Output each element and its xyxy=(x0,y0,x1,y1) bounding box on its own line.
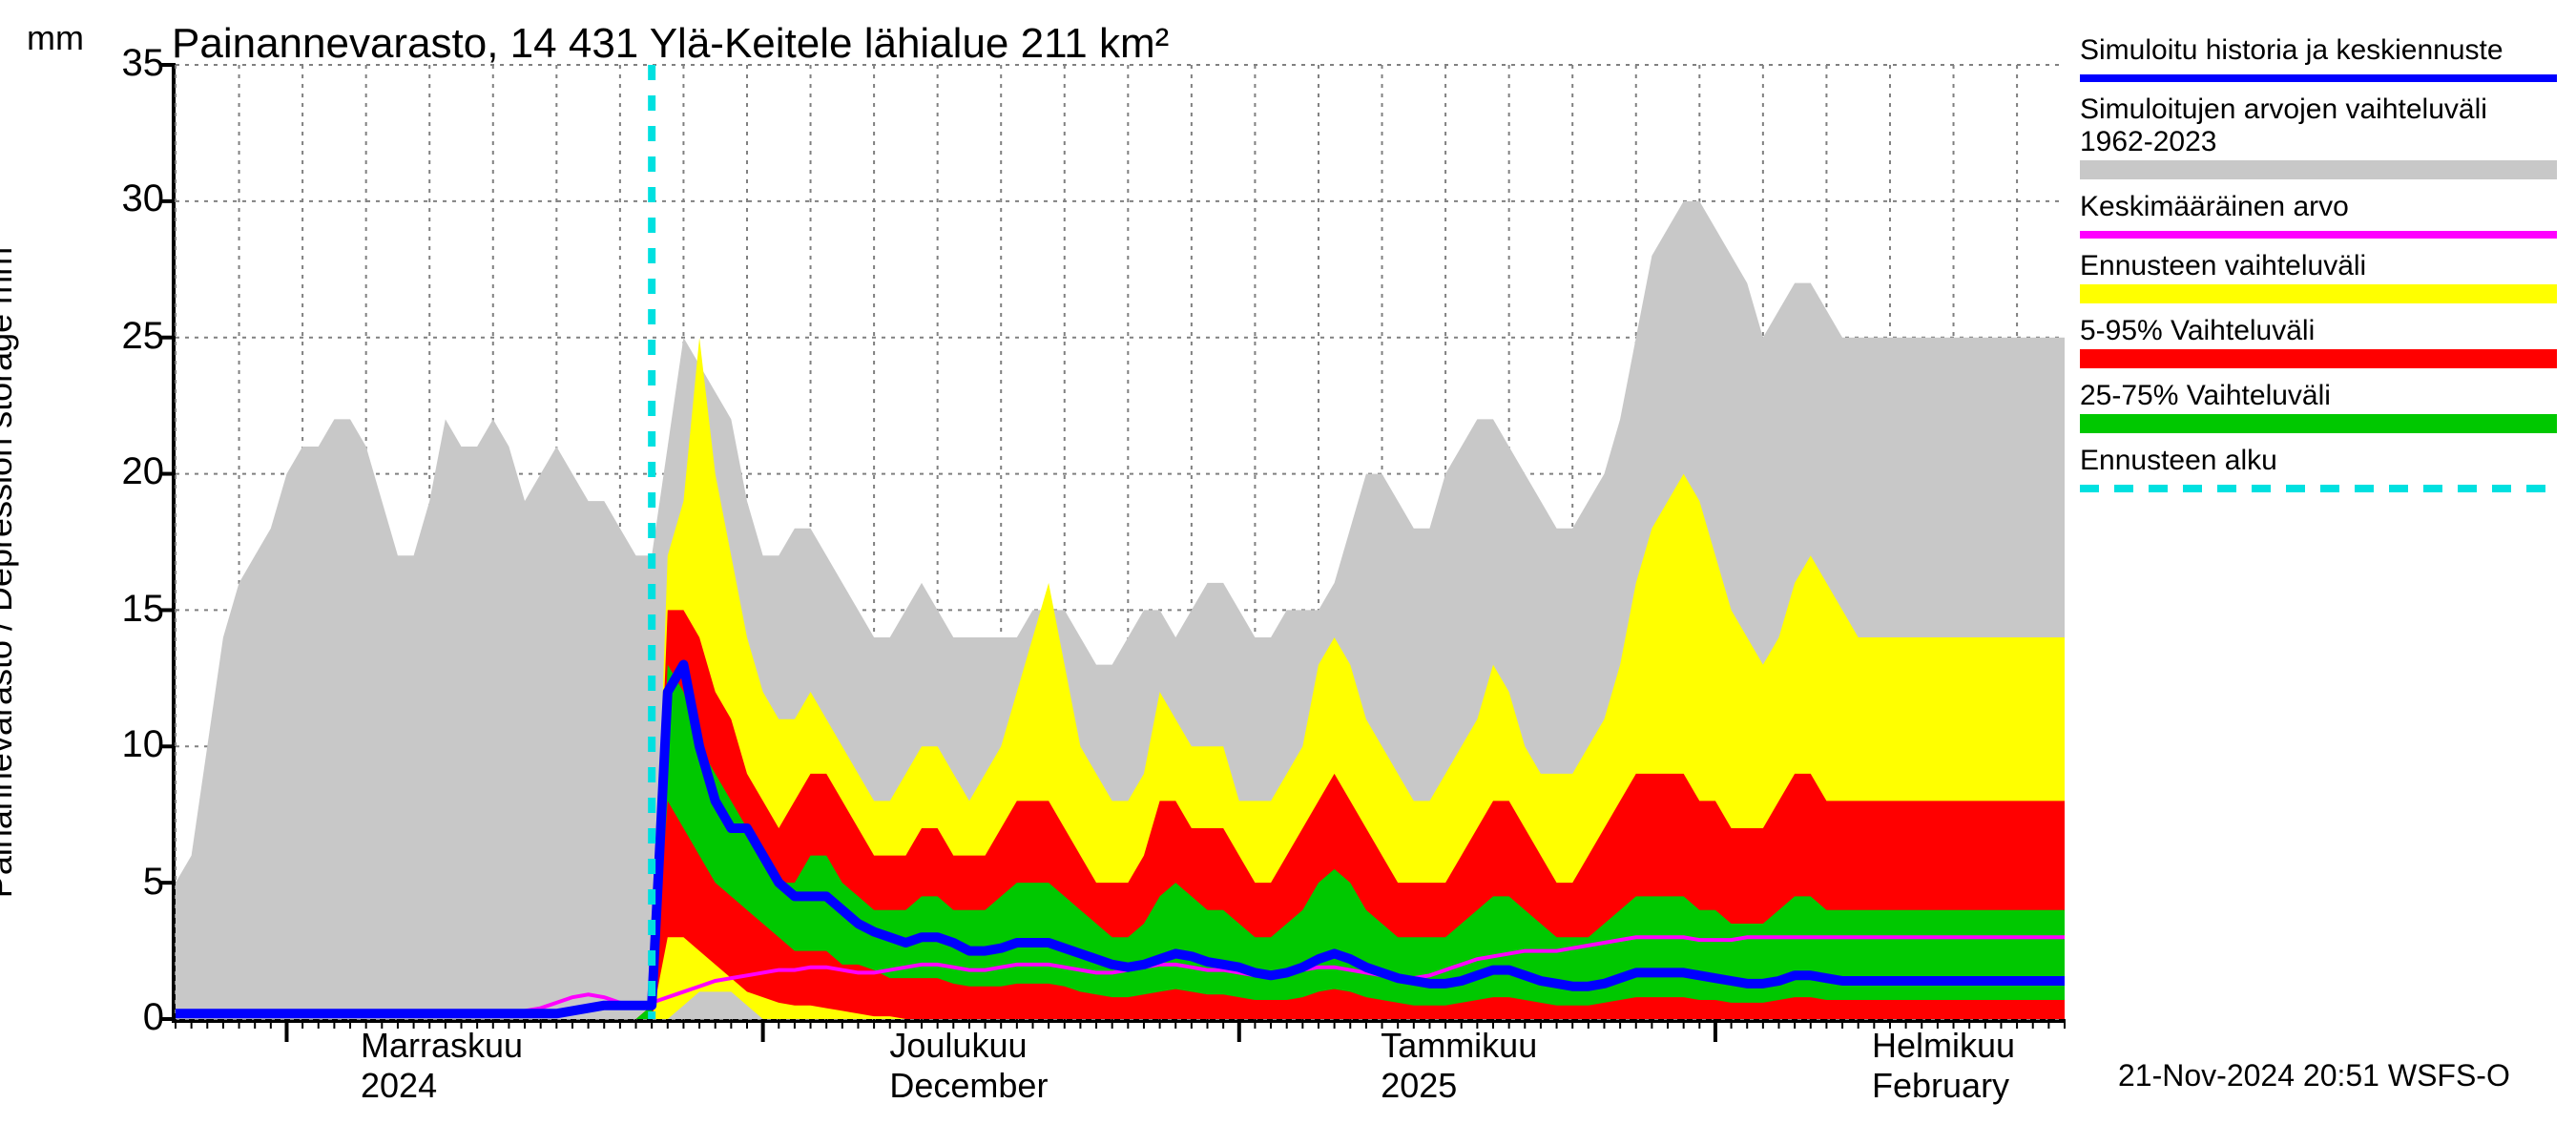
legend-swatch xyxy=(2080,74,2557,82)
x-axis-label: Marraskuu2024 xyxy=(361,1027,523,1107)
x-axis-label: JoulukuuDecember xyxy=(889,1027,1048,1107)
y-tick-label: 10 xyxy=(88,724,164,768)
legend-label: Ennusteen alku xyxy=(2080,445,2557,477)
y-tick-label: 35 xyxy=(88,43,164,87)
legend-swatch xyxy=(2080,414,2557,433)
legend-item: Ennusteen alku xyxy=(2080,445,2557,492)
y-tick-label: 0 xyxy=(88,997,164,1041)
chart-container: mm Painannevarasto / Depression storage … xyxy=(0,0,2576,1145)
timestamp-footer: 21-Nov-2024 20:51 WSFS-O xyxy=(2118,1061,2510,1095)
y-unit: mm xyxy=(27,19,84,59)
legend: Simuloitu historia ja keskiennuste Simulo… xyxy=(2080,34,2557,504)
y-tick-label: 5 xyxy=(88,861,164,905)
legend-label: Simuloitu historia ja keskiennuste xyxy=(2080,34,2557,67)
legend-item: Keskimääräinen arvo xyxy=(2080,191,2557,239)
legend-swatch xyxy=(2080,349,2557,368)
legend-item: 25-75% Vaihteluväli xyxy=(2080,380,2557,433)
x-axis-label: HelmikuuFebruary xyxy=(1872,1027,2015,1107)
x-axis-label: Tammikuu2025 xyxy=(1381,1027,1537,1107)
chart-title: Painannevarasto, 14 431 Ylä-Keitele lähi… xyxy=(172,19,1169,69)
legend-swatch xyxy=(2080,231,2557,239)
plot-area xyxy=(172,65,2065,1023)
legend-label: 25-75% Vaihteluväli xyxy=(2080,380,2557,412)
y-axis-label: Painannevarasto / Depression storage mm xyxy=(0,247,21,898)
y-tick-label: 25 xyxy=(88,316,164,360)
y-tick-label: 20 xyxy=(88,452,164,496)
plot-svg xyxy=(176,65,2065,1019)
legend-item: Ennusteen vaihteluväli xyxy=(2080,250,2557,303)
legend-label: Keskimääräinen arvo xyxy=(2080,191,2557,223)
legend-label: Simuloitujen arvojen vaihteluväli 1962-2… xyxy=(2080,94,2557,158)
legend-item: Simuloitu historia ja keskiennuste xyxy=(2080,34,2557,82)
legend-swatch xyxy=(2080,160,2557,179)
y-tick-label: 15 xyxy=(88,588,164,632)
legend-item: Simuloitujen arvojen vaihteluväli 1962-2… xyxy=(2080,94,2557,179)
legend-label: Ennusteen vaihteluväli xyxy=(2080,250,2557,282)
legend-swatch xyxy=(2080,284,2557,303)
y-tick-label: 30 xyxy=(88,179,164,223)
legend-swatch xyxy=(2080,485,2557,492)
legend-item: 5-95% Vaihteluväli xyxy=(2080,315,2557,368)
legend-label: 5-95% Vaihteluväli xyxy=(2080,315,2557,347)
